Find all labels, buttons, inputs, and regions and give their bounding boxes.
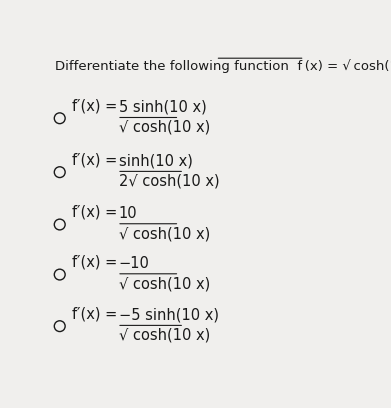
Text: sinh(10 x): sinh(10 x) [118,153,192,169]
Text: 10: 10 [118,206,137,221]
Text: √ cosh(10 x): √ cosh(10 x) [118,120,210,135]
Text: Differentiate the following function  f (x) = √ cosh(10 x).: Differentiate the following function f (… [55,59,391,73]
Text: f′(x) =: f′(x) = [72,99,122,114]
Text: √ cosh(10 x): √ cosh(10 x) [118,276,210,291]
Text: f′(x) =: f′(x) = [72,153,122,168]
Text: √ cosh(10 x): √ cosh(10 x) [118,226,210,241]
Text: 5 sinh(10 x): 5 sinh(10 x) [118,100,206,114]
Text: f′(x) =: f′(x) = [72,205,122,220]
Text: 2√ cosh(10 x): 2√ cosh(10 x) [118,174,219,188]
Text: −10: −10 [118,256,149,271]
Text: f′(x) =: f′(x) = [72,306,122,322]
Text: √ cosh(10 x): √ cosh(10 x) [118,328,210,343]
Text: f′(x) =: f′(x) = [72,255,122,270]
Text: −5 sinh(10 x): −5 sinh(10 x) [118,307,219,322]
